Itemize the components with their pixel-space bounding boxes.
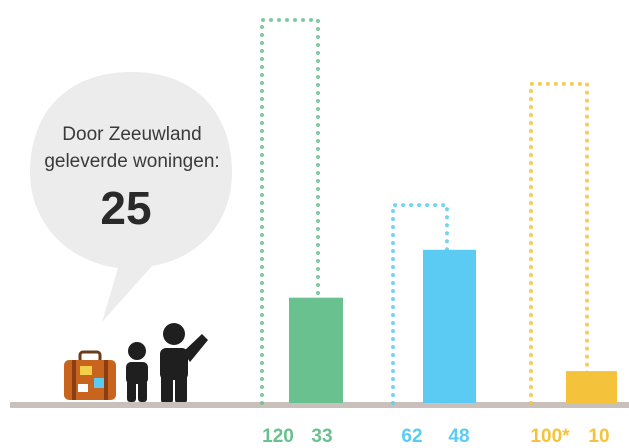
value-label: 10 (588, 426, 609, 447)
speech-bubble (30, 72, 232, 322)
target-outline (529, 81, 589, 405)
bubble-line: Door Zeeuwland (62, 124, 201, 145)
suitcase-icon (64, 350, 116, 400)
value-label: 48 (448, 426, 469, 447)
value-label: 33 (311, 426, 332, 447)
bubble-line: geleverde woningen: (44, 151, 219, 172)
value-label: 120 (262, 426, 294, 447)
adult-icon (160, 323, 208, 404)
child-icon (126, 342, 148, 402)
bubble-value: 25 (100, 182, 151, 234)
bar (423, 249, 476, 403)
value-label: 100* (530, 426, 570, 447)
bar (289, 297, 343, 403)
bar (566, 371, 617, 403)
target-outline (260, 18, 320, 405)
value-label: 62 (401, 426, 422, 447)
